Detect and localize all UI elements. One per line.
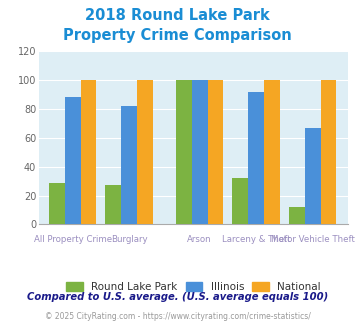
Legend: Round Lake Park, Illinois, National: Round Lake Park, Illinois, National — [66, 281, 321, 292]
Text: Compared to U.S. average. (U.S. average equals 100): Compared to U.S. average. (U.S. average … — [27, 292, 328, 302]
Bar — [289, 207, 305, 224]
Bar — [321, 80, 337, 224]
Bar — [232, 178, 248, 224]
Bar — [121, 106, 137, 224]
Bar — [208, 80, 224, 224]
Text: Burglary: Burglary — [111, 235, 147, 244]
Text: 2018 Round Lake Park: 2018 Round Lake Park — [85, 8, 270, 23]
Text: Larceny & Theft: Larceny & Theft — [222, 235, 290, 244]
Text: Motor Vehicle Theft: Motor Vehicle Theft — [271, 235, 355, 244]
Text: © 2025 CityRating.com - https://www.cityrating.com/crime-statistics/: © 2025 CityRating.com - https://www.city… — [45, 312, 310, 321]
Bar — [65, 97, 81, 224]
Bar — [81, 80, 97, 224]
Bar — [137, 80, 153, 224]
Bar — [176, 80, 192, 224]
Bar — [49, 182, 65, 224]
Bar — [192, 80, 208, 224]
Text: Property Crime Comparison: Property Crime Comparison — [63, 28, 292, 43]
Text: Arson: Arson — [187, 235, 212, 244]
Bar — [305, 128, 321, 224]
Bar — [105, 185, 121, 224]
Bar — [264, 80, 280, 224]
Text: All Property Crime: All Property Crime — [33, 235, 111, 244]
Bar — [248, 92, 264, 224]
